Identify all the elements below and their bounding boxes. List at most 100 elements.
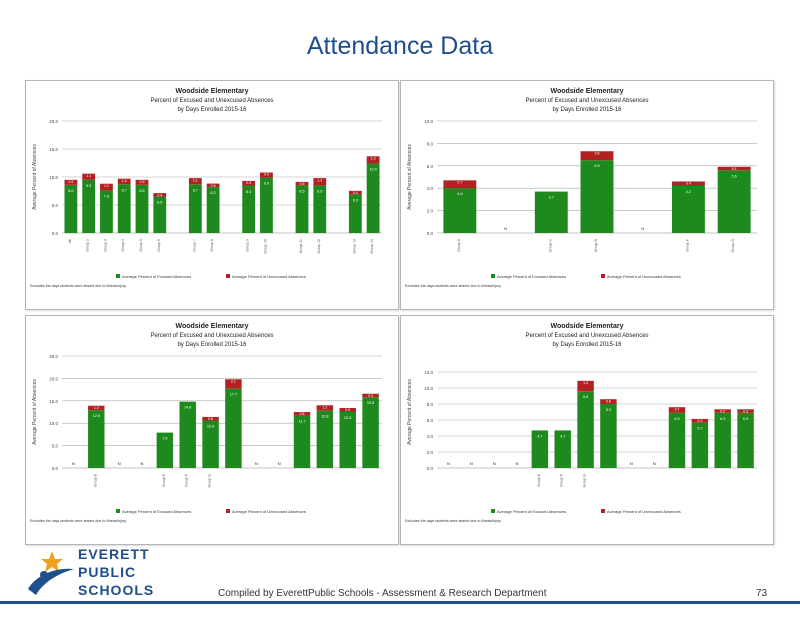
y-tick-label: 0.0 [427,231,434,236]
bar-label-unexcused: 0.4 [686,182,691,186]
chart-subtitle: Percent of Excused and Unexcused Absence… [525,98,648,104]
y-tick-label: 6.0 [427,418,434,423]
bar-excused [206,187,220,233]
bar-excused [580,160,614,233]
bar-excused [600,404,617,468]
chart-title: Woodside Elementary [550,88,623,95]
bar-label-n: N [653,461,656,466]
bar-label-excused: 7.9 [162,437,167,441]
bar-label-unexcused: 0.2 [720,410,725,414]
logo-word-2: PUBLIC [78,564,137,580]
bar-label-unexcused: 0.3 [743,410,748,414]
bar-label-excused: 9.9 [264,182,269,186]
bar-label-excused: 6.9 [743,417,748,421]
bar-label-unexcused: 2.1 [231,379,236,383]
bar-label-n: N [470,461,473,466]
x-tick-label: Group G [731,239,735,253]
bar-unexcused [64,179,78,185]
bar-unexcused [668,407,686,413]
bar-label-unexcused: 0.3 [697,419,702,423]
slide-title: Attendance Data [306,32,494,60]
bar-label-unexcused: 0.9 [264,173,269,177]
bar-unexcused [206,183,220,188]
bar-unexcused [82,173,96,180]
x-tick-label: Group F [685,239,689,252]
bar-excused [316,410,334,468]
bar-label-unexcused: 1.2 [104,184,109,188]
bar-label-excused: 8.7 [122,188,127,192]
bar-label-excused: 6.5 [157,201,162,205]
bar-excused [188,184,202,233]
x-tick-label: Group 13 [352,239,356,254]
bar-label-unexcused: 1.3 [583,381,588,385]
y-tick-label: 20.0 [49,119,58,124]
chart-subtitle-2: by Days Enrolled 2015-16 [552,342,622,348]
bar-excused [82,179,96,233]
bar-label-unexcused: 0.9 [246,181,251,185]
bar-label-excused: 7.6 [104,194,109,198]
bar-label-excused: 4.7 [537,434,542,438]
legend-swatch-excused [116,274,120,278]
y-tick-label: 10.0 [49,175,58,180]
bar-excused [242,185,256,233]
x-tick-label: Group G [583,474,587,488]
bar-label-n: N [72,461,75,466]
bar-label-excused: 4.2 [686,190,691,194]
x-tick-label: Group F [560,474,564,487]
bar-label-excused: 8.0 [606,408,611,412]
everett-logo: EVERETT PUBLIC SCHOOLS [22,545,172,601]
bar-excused [737,412,754,468]
legend-label-excused: Average Percent of Excused Absences [497,509,566,514]
bar-excused [531,430,549,468]
bar-label-excused: 11.7 [298,420,305,424]
legend-label-unexcused: Average Percent of Unexcused Absences [607,509,681,514]
chart-note: Excludes the days students were absent d… [30,519,127,523]
bar-unexcused [88,405,105,411]
chart-panel-4: Woodside Elementary Percent of Excused an… [400,315,774,545]
bar-label-n: N [278,461,281,466]
bar-excused [339,412,356,468]
chart-panel-2: Woodside Elementary Percent of Excused an… [400,80,774,310]
bar-excused [260,177,273,233]
bar-label-excused: 6.9 [720,417,725,421]
y-tick-label: 4.0 [427,186,434,191]
bar-label-unexcused: 0.7 [675,407,680,411]
bar-excused [293,415,311,468]
bar-excused [313,185,327,233]
y-tick-label: 0.0 [52,466,59,471]
chart-2-svg: Woodside Elementary Percent of Excused an… [405,88,757,288]
bar-excused [295,185,309,233]
bar-label-n: N [141,461,144,466]
chart-subtitle-2: by Days Enrolled 2015-16 [552,107,622,113]
bar-label-unexcused: 1.0 [94,406,99,410]
bar-label-unexcused: 0.9 [140,180,145,184]
y-axis-label: Average Percent of Absences [32,379,38,445]
bar-unexcused [577,380,594,392]
bar-label-unexcused: 1.0 [122,179,127,183]
bar-label-n: N [630,461,633,466]
legend-label-excused: Average Percent of Excused Absences [497,274,566,279]
bar-label-excused: 8.7 [193,188,198,192]
chart-note: Excludes the days students were absent d… [30,284,127,288]
bar-label-unexcused: 0.8 [208,417,213,421]
x-tick-label: Group 8 [210,239,214,252]
bar-unexcused [600,399,617,404]
bar-label-n: N [516,461,519,466]
bar-unexcused [135,179,149,185]
chart-title: Woodside Elementary [175,323,248,330]
bar-excused [691,422,709,468]
chart-subtitle-2: by Days Enrolled 2015-16 [177,342,247,348]
bar-excused [88,410,105,468]
bar-unexcused [362,393,379,398]
y-tick-label: 5.0 [52,444,59,449]
bar-label-unexcused: 1.3 [371,156,376,160]
bar-label-excused: 12.8 [321,415,328,419]
footer-text: Compiled by EverettPublic Schools - Asse… [218,588,547,599]
x-tick-label: Group 7 [192,239,196,252]
bar-unexcused [691,418,709,423]
bar-unexcused [366,156,380,164]
bar-label-unexcused: 0.8 [300,412,305,416]
legend-swatch-unexcused [226,509,230,513]
bar-excused [64,184,78,233]
legend-swatch-unexcused [601,274,605,278]
